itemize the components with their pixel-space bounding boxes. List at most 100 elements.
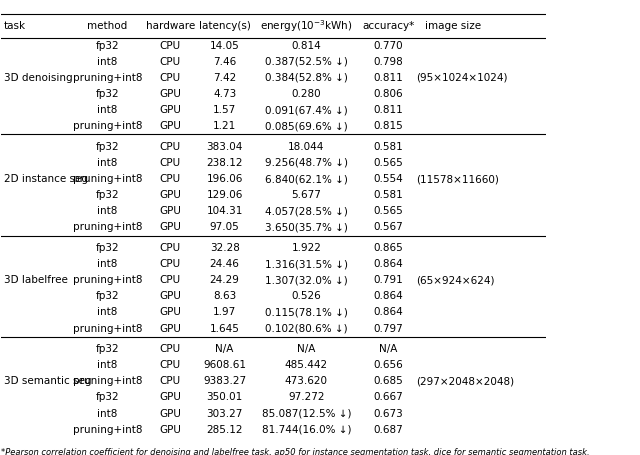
Text: 0.091(67.4% ↓): 0.091(67.4% ↓) xyxy=(265,105,348,115)
Text: 0.811: 0.811 xyxy=(373,105,403,115)
Text: accuracy*: accuracy* xyxy=(362,21,414,31)
Text: 0.811: 0.811 xyxy=(373,73,403,83)
Text: task: task xyxy=(4,21,26,31)
Text: pruning+int8: pruning+int8 xyxy=(73,324,142,334)
Text: 196.06: 196.06 xyxy=(207,174,243,184)
Text: latency(s): latency(s) xyxy=(199,21,251,31)
Text: 0.806: 0.806 xyxy=(373,89,403,99)
Text: 1.21: 1.21 xyxy=(213,121,236,131)
Text: (95×1024×1024): (95×1024×1024) xyxy=(417,73,508,83)
Text: 9.256(48.7% ↓): 9.256(48.7% ↓) xyxy=(265,158,348,168)
Text: fp32: fp32 xyxy=(96,190,120,200)
Text: pruning+int8: pruning+int8 xyxy=(73,174,142,184)
Text: fp32: fp32 xyxy=(96,291,120,301)
Text: 473.620: 473.620 xyxy=(285,376,328,386)
Text: energy($10^{-3}$kWh): energy($10^{-3}$kWh) xyxy=(260,18,353,34)
Text: 0.864: 0.864 xyxy=(373,259,403,269)
Text: 0.384(52.8% ↓): 0.384(52.8% ↓) xyxy=(265,73,348,83)
Text: 1.307(32.0% ↓): 1.307(32.0% ↓) xyxy=(265,275,348,285)
Text: 0.798: 0.798 xyxy=(373,57,403,67)
Text: 85.087(12.5% ↓): 85.087(12.5% ↓) xyxy=(262,409,351,419)
Text: int8: int8 xyxy=(97,57,118,67)
Text: 0.102(80.6% ↓): 0.102(80.6% ↓) xyxy=(265,324,348,334)
Text: 1.97: 1.97 xyxy=(213,308,236,318)
Text: 383.04: 383.04 xyxy=(207,142,243,152)
Text: 1.645: 1.645 xyxy=(210,324,239,334)
Text: 0.864: 0.864 xyxy=(373,291,403,301)
Text: image size: image size xyxy=(426,21,481,31)
Text: GPU: GPU xyxy=(159,291,181,301)
Text: 0.581: 0.581 xyxy=(373,142,403,152)
Text: pruning+int8: pruning+int8 xyxy=(73,275,142,285)
Text: GPU: GPU xyxy=(159,393,181,403)
Text: 0.387(52.5% ↓): 0.387(52.5% ↓) xyxy=(265,57,348,67)
Text: 6.840(62.1% ↓): 6.840(62.1% ↓) xyxy=(265,174,348,184)
Text: GPU: GPU xyxy=(159,324,181,334)
Text: 0.770: 0.770 xyxy=(373,40,403,51)
Text: CPU: CPU xyxy=(159,57,180,67)
Text: 24.29: 24.29 xyxy=(210,275,239,285)
Text: pruning+int8: pruning+int8 xyxy=(73,121,142,131)
Text: int8: int8 xyxy=(97,206,118,216)
Text: (65×924×624): (65×924×624) xyxy=(417,275,495,285)
Text: fp32: fp32 xyxy=(96,243,120,253)
Text: 0.554: 0.554 xyxy=(373,174,403,184)
Text: 7.46: 7.46 xyxy=(213,57,236,67)
Text: 0.864: 0.864 xyxy=(373,308,403,318)
Text: (297×2048×2048): (297×2048×2048) xyxy=(417,376,515,386)
Text: 4.73: 4.73 xyxy=(213,89,236,99)
Text: 1.57: 1.57 xyxy=(213,105,236,115)
Text: 3D semantic seg: 3D semantic seg xyxy=(4,376,92,386)
Text: GPU: GPU xyxy=(159,222,181,233)
Text: CPU: CPU xyxy=(159,142,180,152)
Text: 1.922: 1.922 xyxy=(291,243,321,253)
Text: 24.46: 24.46 xyxy=(210,259,239,269)
Text: N/A: N/A xyxy=(297,344,316,354)
Text: 18.044: 18.044 xyxy=(288,142,324,152)
Text: 32.28: 32.28 xyxy=(210,243,239,253)
Text: CPU: CPU xyxy=(159,344,180,354)
Text: 0.280: 0.280 xyxy=(292,89,321,99)
Text: 9608.61: 9608.61 xyxy=(203,360,246,370)
Text: pruning+int8: pruning+int8 xyxy=(73,376,142,386)
Text: 0.673: 0.673 xyxy=(373,409,403,419)
Text: 0.791: 0.791 xyxy=(373,275,403,285)
Text: GPU: GPU xyxy=(159,308,181,318)
Text: 0.565: 0.565 xyxy=(373,206,403,216)
Text: int8: int8 xyxy=(97,409,118,419)
Text: 285.12: 285.12 xyxy=(207,425,243,435)
Text: fp32: fp32 xyxy=(96,344,120,354)
Text: CPU: CPU xyxy=(159,40,180,51)
Text: 8.63: 8.63 xyxy=(213,291,236,301)
Text: 303.27: 303.27 xyxy=(207,409,243,419)
Text: GPU: GPU xyxy=(159,190,181,200)
Text: fp32: fp32 xyxy=(96,89,120,99)
Text: 0.085(69.6% ↓): 0.085(69.6% ↓) xyxy=(265,121,348,131)
Text: fp32: fp32 xyxy=(96,393,120,403)
Text: 9383.27: 9383.27 xyxy=(203,376,246,386)
Text: 3.650(35.7% ↓): 3.650(35.7% ↓) xyxy=(265,222,348,233)
Text: 3D labelfree: 3D labelfree xyxy=(4,275,68,285)
Text: 0.687: 0.687 xyxy=(373,425,403,435)
Text: int8: int8 xyxy=(97,158,118,168)
Text: CPU: CPU xyxy=(159,259,180,269)
Text: 0.115(78.1% ↓): 0.115(78.1% ↓) xyxy=(265,308,348,318)
Text: 2D instance seg: 2D instance seg xyxy=(4,174,88,184)
Text: 129.06: 129.06 xyxy=(207,190,243,200)
Text: 0.685: 0.685 xyxy=(373,376,403,386)
Text: 485.442: 485.442 xyxy=(285,360,328,370)
Text: 350.01: 350.01 xyxy=(207,393,243,403)
Text: pruning+int8: pruning+int8 xyxy=(73,425,142,435)
Text: CPU: CPU xyxy=(159,243,180,253)
Text: GPU: GPU xyxy=(159,206,181,216)
Text: 0.814: 0.814 xyxy=(291,40,321,51)
Text: 4.057(28.5% ↓): 4.057(28.5% ↓) xyxy=(265,206,348,216)
Text: pruning+int8: pruning+int8 xyxy=(73,222,142,233)
Text: 14.05: 14.05 xyxy=(210,40,239,51)
Text: pruning+int8: pruning+int8 xyxy=(73,73,142,83)
Text: 97.272: 97.272 xyxy=(288,393,324,403)
Text: 0.667: 0.667 xyxy=(373,393,403,403)
Text: CPU: CPU xyxy=(159,158,180,168)
Text: 97.05: 97.05 xyxy=(210,222,239,233)
Text: int8: int8 xyxy=(97,105,118,115)
